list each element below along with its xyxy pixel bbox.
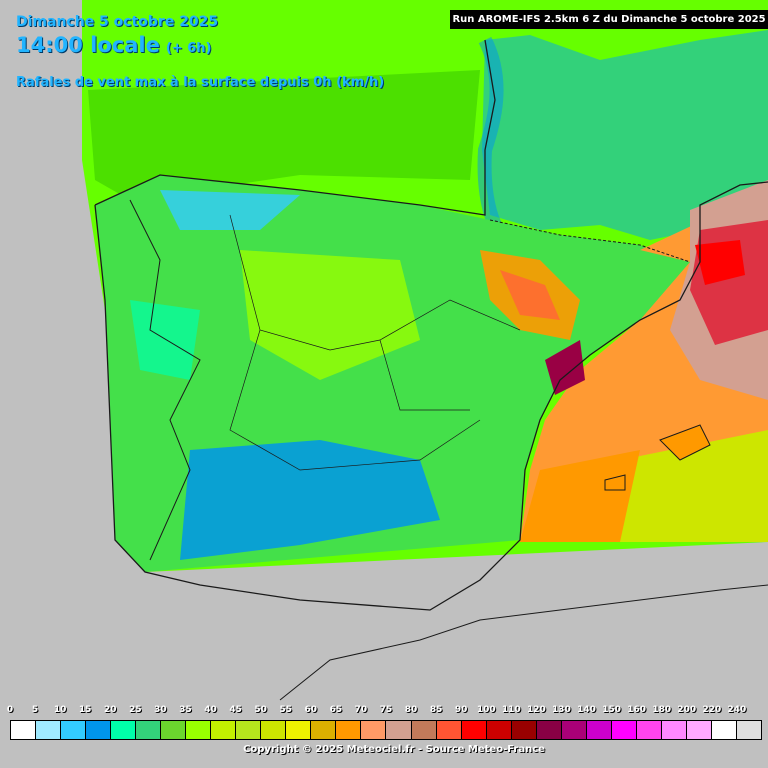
france-land [482, 30, 768, 240]
legend-label: 65 [329, 705, 343, 715]
legend-swatch [686, 721, 712, 739]
legend-label: 35 [179, 705, 192, 715]
legend-label: 10 [53, 705, 67, 715]
forecast-time-value: 14:00 locale [16, 33, 160, 57]
legend-label: 50 [254, 705, 267, 715]
ebro-core [500, 270, 560, 320]
copyright-notice: Copyright © 2025 Meteociel.fr - Source M… [243, 744, 545, 755]
legend-swatch [211, 721, 237, 739]
legend-label: 25 [129, 705, 142, 715]
low-wind-zone-west [130, 300, 200, 380]
forecast-time-offset: (+ 6h) [165, 41, 212, 56]
legend-label: 70 [354, 705, 368, 715]
legend-label: 15 [78, 705, 92, 715]
legend-swatch [511, 721, 537, 739]
med-south-yellow [600, 430, 768, 542]
legend-label: 180 [652, 705, 672, 715]
legend-label: 160 [627, 705, 647, 715]
legend-swatch [136, 721, 162, 739]
legend-swatch [536, 721, 562, 739]
legend-swatch [586, 721, 612, 739]
legend-label: 55 [279, 705, 292, 715]
legend-label: 120 [526, 705, 546, 715]
forecast-date: Dimanche 5 octobre 2025 [16, 14, 219, 30]
legend-label: 40 [204, 705, 217, 715]
legend-swatch [636, 721, 662, 739]
legend-swatch [386, 721, 412, 739]
legend-label: 140 [577, 705, 596, 715]
legend-label: 30 [154, 705, 167, 715]
legend-swatch [611, 721, 637, 739]
legend-swatch [161, 721, 187, 739]
bay-of-biscay [88, 70, 480, 200]
legend-swatch [36, 721, 62, 739]
legend-swatch [436, 721, 462, 739]
legend-swatch [86, 721, 112, 739]
legend-swatch [336, 721, 362, 739]
legend-swatch [361, 721, 387, 739]
legend-label: 5 [31, 705, 39, 715]
legend-label: 80 [404, 705, 418, 715]
legend-swatch [236, 721, 262, 739]
portugal-border [129, 199, 201, 561]
balearic-islands [659, 424, 711, 461]
ebro-delta-extreme [545, 340, 585, 395]
legend-label: 100 [476, 705, 496, 715]
legend-label: 60 [304, 705, 318, 715]
legend-swatch [561, 721, 587, 739]
run-banner: Run AROME-IFS 2.5km 6 Z du Dimanche 5 oc… [450, 10, 768, 29]
legend-swatch [661, 721, 687, 739]
mid-wind-zone [240, 250, 420, 380]
legend-label: 90 [454, 705, 468, 715]
legend-swatch [261, 721, 287, 739]
north-africa-coast [279, 584, 768, 701]
legend-label: 85 [429, 705, 443, 715]
legend-label: 110 [501, 705, 521, 715]
legend-label: 45 [229, 705, 242, 715]
legend-label: 150 [602, 705, 621, 715]
legend-label: 240 [727, 705, 747, 715]
legend-label: 130 [552, 705, 571, 715]
legend-label: 75 [379, 705, 393, 715]
legend-label: 0 [6, 705, 14, 715]
coastline [94, 39, 496, 216]
region-borders [229, 214, 521, 471]
med-orange-south [520, 450, 640, 542]
gulf-of-lion-core [695, 240, 745, 285]
legend-label: 200 [677, 705, 697, 715]
low-wind-zone-south [180, 440, 440, 560]
legend-swatch [486, 721, 512, 739]
legend-swatch [736, 721, 761, 739]
legend-labels: 0 5 10 15 20 25 30 35 40 45 50 55 60 65 70 75 80 85 90 100 1… [0, 705, 768, 717]
forecast-time: 14:00 locale (+ 6h) [16, 33, 211, 57]
legend-swatch [311, 721, 337, 739]
legend-swatch [186, 721, 212, 739]
legend-label: 20 [104, 705, 117, 715]
map-subtitle: Rafales de vent max à la surface depuis … [16, 75, 385, 90]
legend-swatch [411, 721, 437, 739]
france-spain-border [489, 219, 691, 263]
legend-swatch [461, 721, 487, 739]
color-legend [10, 720, 762, 740]
legend-label: 220 [702, 705, 722, 715]
legend-swatch [11, 721, 37, 739]
low-wind-zone-north [160, 190, 300, 230]
legend-swatch [286, 721, 312, 739]
legend-swatch [711, 721, 737, 739]
legend-swatch [111, 721, 137, 739]
legend-swatch [61, 721, 87, 739]
